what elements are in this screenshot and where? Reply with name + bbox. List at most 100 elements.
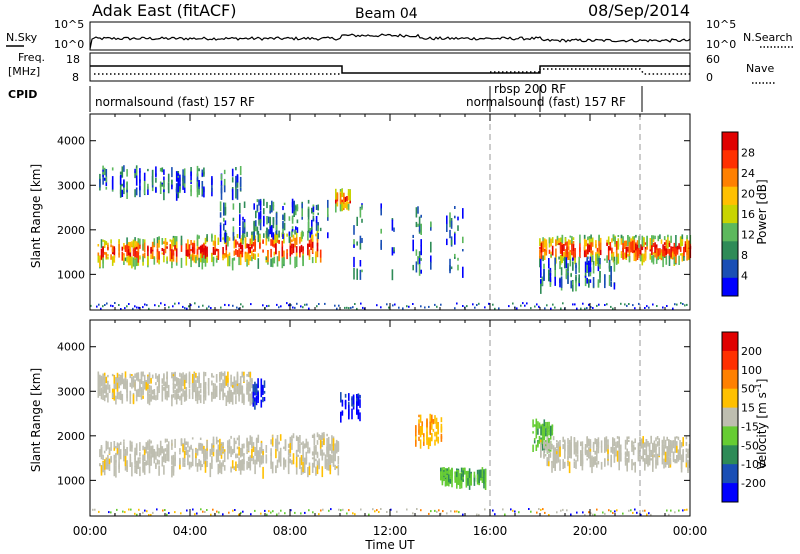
power-cell [578, 277, 580, 284]
power-cell [349, 190, 351, 201]
velocity-cell [679, 450, 681, 461]
velocity-cell [102, 373, 104, 381]
velocity-noise-cell [254, 509, 256, 512]
power-cell [188, 244, 191, 254]
power-cell [175, 171, 178, 182]
power-cell [193, 240, 196, 246]
velocity-cell [171, 439, 173, 450]
power-cell [596, 247, 599, 252]
velocity-cell [292, 453, 295, 460]
power-cell [335, 198, 337, 203]
power-cell [131, 256, 133, 269]
velocity-cell [462, 479, 464, 482]
power-noise-cell [562, 302, 564, 305]
power-cell [199, 253, 202, 263]
power-cell [449, 220, 451, 228]
velocity-cell [284, 459, 287, 468]
velocity-cell [203, 371, 205, 381]
velocity-cell [246, 374, 248, 377]
velocity-cell [103, 459, 106, 470]
power-cell [158, 251, 160, 260]
power-cell [559, 261, 561, 270]
velocity-cell [187, 441, 189, 448]
velocity-cell [426, 423, 428, 436]
velocity-cell [303, 457, 306, 465]
velocity-noise-cell [632, 511, 634, 514]
power-cell [201, 249, 204, 261]
power-cell [291, 239, 293, 243]
velocity-cell [260, 457, 263, 465]
velocity-cell [193, 380, 196, 393]
power-cell [393, 250, 395, 254]
velocity-cell [236, 371, 239, 383]
power-cell [657, 248, 660, 259]
velocity-cell [233, 466, 236, 470]
power-cell [172, 253, 175, 262]
velocity-cell [167, 387, 170, 390]
power-cell [153, 257, 156, 265]
velocity-cell [171, 394, 173, 407]
velocity-noise-cell [602, 511, 604, 514]
power-cell [259, 221, 262, 231]
power-cell [588, 238, 591, 251]
velocity-cell [588, 452, 590, 456]
velocity-cell [292, 433, 295, 439]
power-cell [583, 246, 586, 258]
power-cell [554, 276, 556, 284]
velocity-cell [247, 385, 250, 395]
power-cell [253, 231, 255, 240]
velocity-cell [640, 438, 643, 445]
power-noise-cell [656, 305, 658, 307]
power-cell [121, 189, 124, 197]
power-cell [315, 220, 318, 231]
power-cell [269, 205, 271, 214]
power-cell [590, 250, 592, 253]
velocity-cell [429, 421, 431, 434]
velocity-cell [607, 444, 609, 455]
power-cell [142, 239, 144, 251]
velocity-cell [634, 438, 636, 443]
power-noise-cell [106, 302, 108, 305]
velocity-cell [254, 386, 256, 390]
power-cell [126, 237, 128, 248]
velocity-cell [616, 450, 619, 462]
power-cell [283, 233, 285, 244]
velocity-cell [441, 470, 444, 480]
colorbar-swatch [722, 277, 738, 297]
velocity-cell [556, 451, 558, 455]
velocity-cell [685, 448, 688, 453]
velocity-cell [440, 467, 442, 472]
velocity-noise-cell [612, 512, 614, 514]
colorbar-tick-label: 20 [741, 188, 755, 201]
power-cell [223, 202, 225, 214]
velocity-cell [246, 379, 248, 382]
velocity-cell [201, 464, 204, 467]
velocity-cell [196, 395, 199, 404]
velocity-cell [211, 391, 213, 402]
velocity-cell [637, 450, 640, 460]
velocity-cell [113, 447, 116, 451]
velocity-cell [600, 446, 603, 453]
velocity-cell [195, 372, 197, 378]
power-cell [267, 216, 270, 224]
velocity-cell [297, 436, 300, 443]
nsky-tick-top: 10^5 [54, 18, 84, 31]
power-cell [256, 204, 259, 211]
velocity-cell [538, 422, 541, 429]
power-cell [282, 220, 284, 229]
velocity-cell [219, 389, 221, 400]
velocity-cell [677, 436, 680, 441]
velocity-cell [223, 371, 226, 379]
velocity-cell [427, 438, 430, 450]
velocity-cell [680, 442, 683, 448]
power-cell [99, 255, 101, 268]
velocity-cell [212, 436, 215, 447]
power-cell [667, 236, 669, 249]
power-noise-cell [550, 307, 552, 310]
velocity-cell [252, 442, 255, 449]
power-cell [663, 247, 666, 258]
velocity-cell [287, 465, 290, 475]
velocity-cell [289, 443, 292, 454]
power-cell [281, 240, 284, 247]
power-cell [270, 248, 272, 258]
